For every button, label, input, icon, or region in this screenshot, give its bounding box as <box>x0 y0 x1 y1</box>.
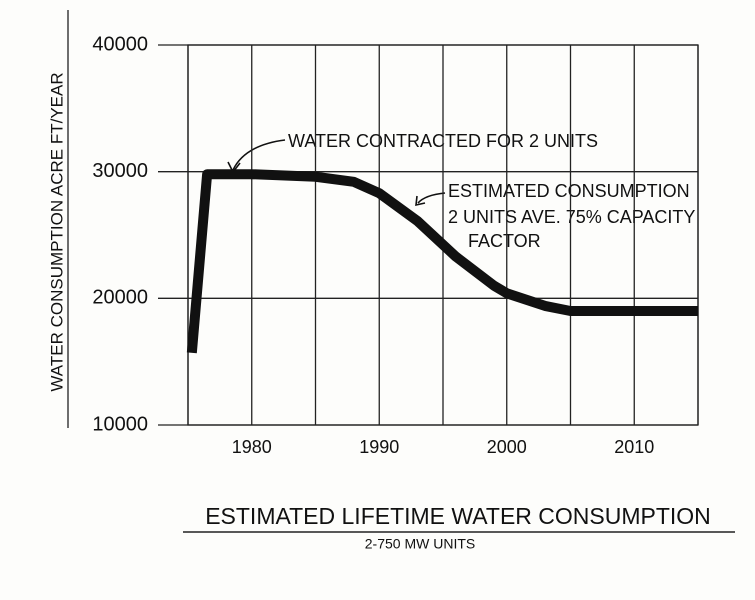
x-tick-label: 1990 <box>359 437 399 457</box>
annotation: FACTOR <box>468 231 541 251</box>
y-tick-label: 10000 <box>92 413 148 435</box>
x-tick-label: 2000 <box>487 437 527 457</box>
annotation-arrow <box>417 192 446 204</box>
arrow-head <box>415 195 426 207</box>
y-tick-label: 40000 <box>92 33 148 55</box>
x-tick-label: 1980 <box>232 437 272 457</box>
chart-subtitle: 2-750 MW UNITS <box>365 536 475 552</box>
y-axis-label: WATER CONSUMPTION ACRE FT/YEAR <box>47 72 66 391</box>
y-tick-label: 20000 <box>92 287 148 309</box>
chart-title: ESTIMATED LIFETIME WATER CONSUMPTION <box>205 503 711 529</box>
x-tick-label: 2010 <box>614 437 654 457</box>
line <box>186 169 698 354</box>
annotation: 2 UNITS AVE. 75% CAPACITY <box>448 207 695 227</box>
annotation: ESTIMATED CONSUMPTION <box>448 181 690 201</box>
y-tick-label: 30000 <box>92 160 148 182</box>
